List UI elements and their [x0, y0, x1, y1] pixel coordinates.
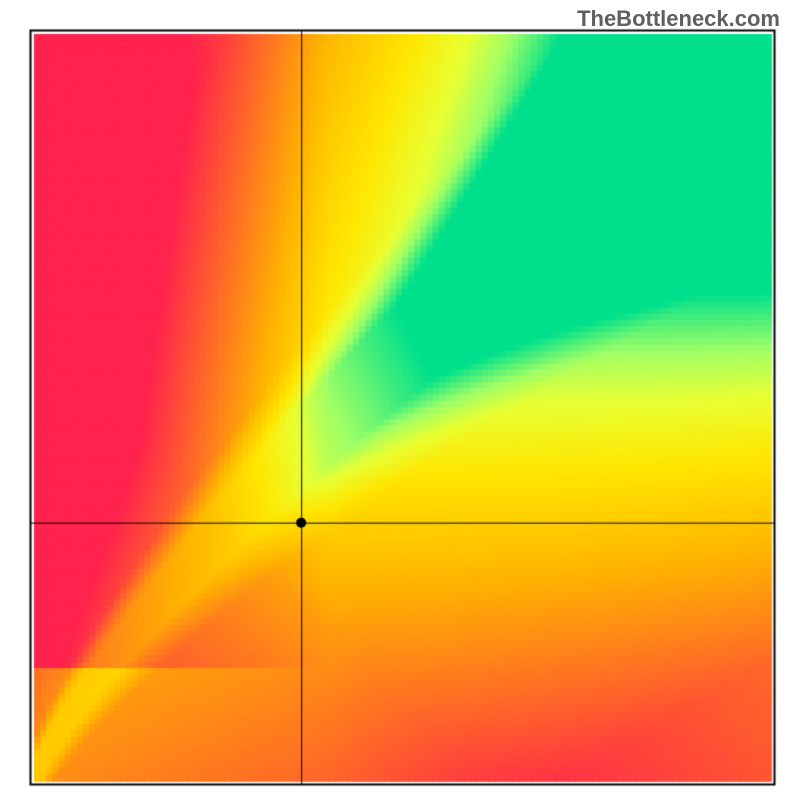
chart-container: TheBottleneck.com — [0, 0, 800, 800]
bottleneck-heatmap — [0, 0, 800, 800]
watermark-text: TheBottleneck.com — [577, 6, 780, 32]
